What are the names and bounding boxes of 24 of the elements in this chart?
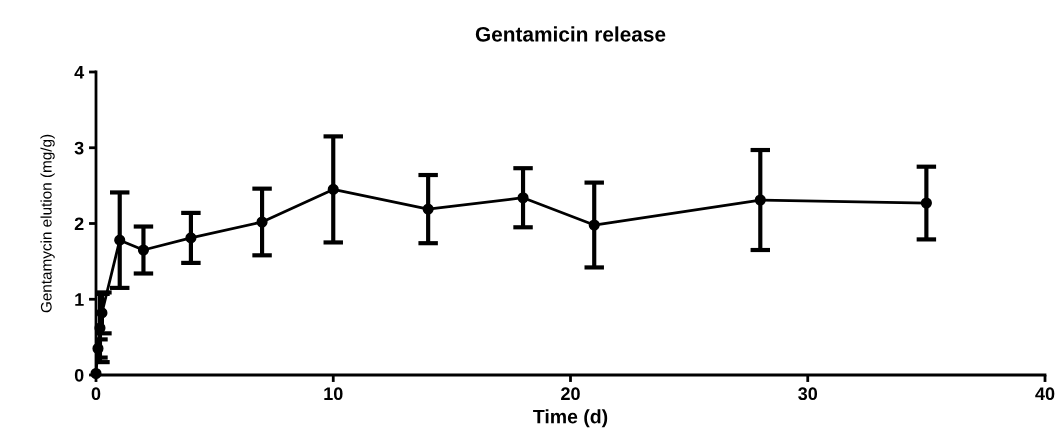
y-tick-label: 3: [74, 141, 84, 155]
point: [920, 197, 932, 209]
y-tick-label: 1: [75, 293, 84, 306]
point: [256, 216, 268, 228]
point: [114, 234, 126, 246]
point: [517, 192, 529, 204]
point: [96, 307, 108, 319]
chart-title: Gentamicin release: [475, 26, 666, 42]
y-axis-title: Gentamycin elution (mg/g): [40, 134, 55, 313]
x-tick-label: 20: [561, 387, 580, 401]
y-tick-label: 4: [74, 66, 85, 79]
point: [327, 183, 339, 195]
y-tick-label: 2: [74, 217, 84, 231]
point: [422, 203, 434, 215]
point: [754, 194, 766, 206]
x-tick-label: 10: [324, 387, 343, 401]
point: [588, 219, 600, 231]
x-tick-label: 30: [798, 387, 818, 401]
point: [185, 232, 197, 244]
y-tick-label: 0: [74, 368, 84, 382]
point: [137, 244, 150, 256]
x-tick-label: 0: [91, 387, 101, 401]
x-tick-label: 40: [1035, 387, 1055, 401]
x-axis-title: Time (d): [533, 409, 608, 428]
